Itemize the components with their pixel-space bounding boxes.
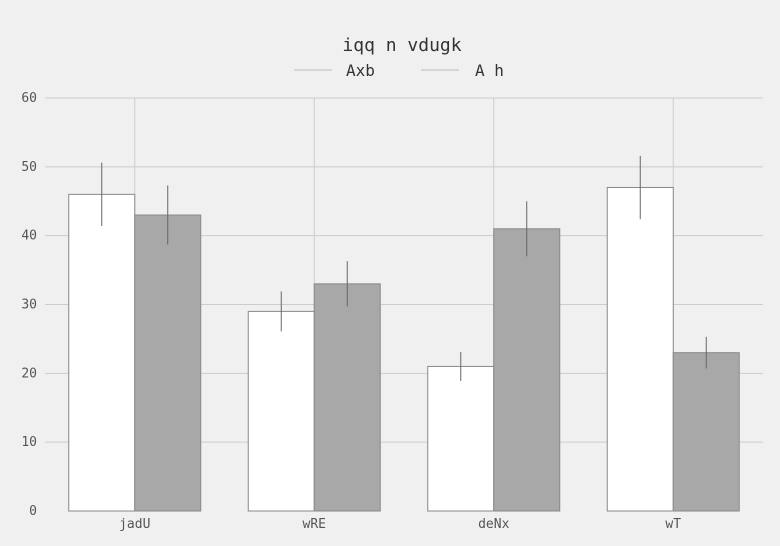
bars bbox=[68, 186, 740, 512]
bar bbox=[493, 228, 561, 512]
y-axis: 0 10 20 30 40 50 60 bbox=[21, 91, 37, 519]
bar bbox=[606, 186, 674, 512]
bar bbox=[427, 365, 495, 512]
y-tick-label: 0 bbox=[29, 504, 37, 519]
legend: Axb A h bbox=[294, 61, 504, 80]
x-tick-label: jadU bbox=[119, 517, 150, 532]
bar bbox=[672, 352, 740, 512]
bar bbox=[313, 283, 381, 512]
y-tick-label: 10 bbox=[21, 435, 37, 450]
chart-title: iqq n vdugk bbox=[342, 35, 461, 56]
x-axis: jadU wRE deNx wT bbox=[119, 517, 681, 532]
y-tick-label: 30 bbox=[21, 298, 37, 313]
x-tick-label: wT bbox=[665, 517, 681, 532]
legend-label-series-1: Axb bbox=[346, 61, 375, 80]
y-tick-label: 50 bbox=[21, 160, 37, 175]
y-tick-label: 60 bbox=[21, 91, 37, 106]
bar bbox=[247, 310, 315, 512]
bar bbox=[134, 214, 202, 512]
x-tick-label: deNx bbox=[478, 517, 509, 532]
y-tick-label: 40 bbox=[21, 229, 37, 244]
legend-label-series-2: A h bbox=[475, 61, 504, 80]
x-tick-label: wRE bbox=[303, 517, 326, 532]
error-bars bbox=[101, 155, 707, 381]
bar bbox=[68, 193, 136, 512]
y-tick-label: 20 bbox=[21, 366, 37, 381]
